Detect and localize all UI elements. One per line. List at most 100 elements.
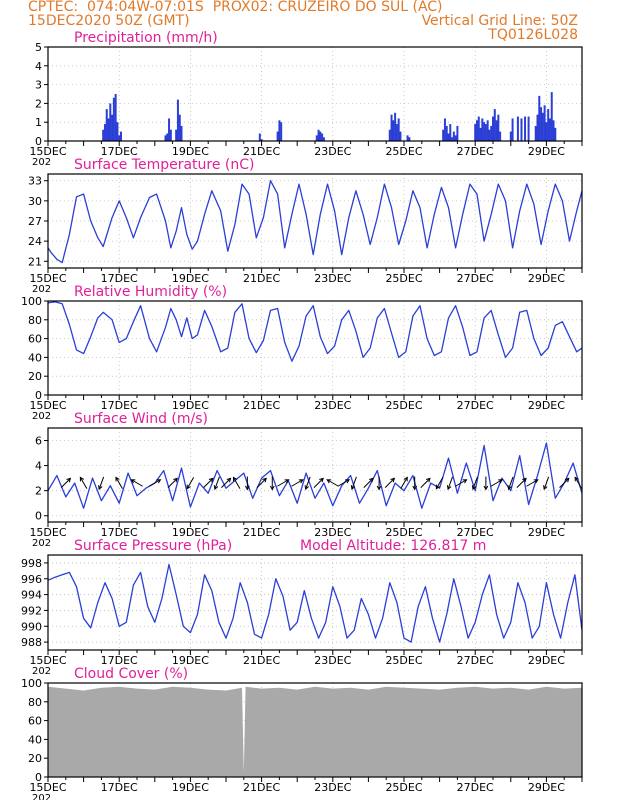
xtick-label-rh: 21DEC bbox=[243, 399, 280, 412]
wind-arrow-head bbox=[326, 479, 332, 484]
precip-bar bbox=[109, 103, 112, 141]
year-label: 202 bbox=[32, 157, 51, 168]
ytick-label-rh: 20 bbox=[28, 370, 42, 383]
wind-arrow-head bbox=[115, 476, 120, 482]
ytick-label-temp: 33 bbox=[28, 175, 42, 188]
precip-bar bbox=[116, 122, 119, 141]
wind-arrow-shaft bbox=[447, 476, 453, 490]
precip-bar bbox=[490, 125, 493, 141]
xtick-label-rh: 17DEC bbox=[101, 399, 138, 412]
precip-bar bbox=[408, 137, 411, 141]
ytick-label-wind: 2 bbox=[35, 485, 42, 498]
xtick-label-temp: 21DEC bbox=[243, 272, 280, 285]
wind-arrow bbox=[455, 479, 468, 487]
precip-bar bbox=[105, 109, 108, 141]
year-label: 202 bbox=[32, 666, 51, 677]
panel-title-rh: Relative Humidity (%) bbox=[74, 284, 227, 300]
ytick-label-rh: 0 bbox=[35, 389, 42, 402]
wind-arrow-shaft bbox=[131, 479, 143, 487]
xtick-label-cloud: 19DEC bbox=[172, 781, 209, 794]
wind-arrow-head bbox=[245, 485, 250, 491]
wind-arrow-shaft bbox=[508, 476, 514, 490]
wind-arrow bbox=[574, 476, 583, 489]
precip-bar bbox=[322, 137, 325, 141]
xtick-label-wind: 21DEC bbox=[243, 526, 280, 539]
wind-arrow-head bbox=[226, 477, 232, 483]
xtick-label-cloud: 27DEC bbox=[457, 781, 494, 794]
wind-arrow-shaft bbox=[256, 478, 267, 488]
wind-arrow-shaft bbox=[400, 477, 408, 489]
header-model-id: TQ0126L028 bbox=[488, 27, 578, 43]
plot-frame-pres bbox=[47, 554, 583, 651]
precip-bar bbox=[550, 92, 553, 141]
precip-bar bbox=[538, 95, 541, 141]
xtick-label-pres: 23DEC bbox=[314, 654, 351, 667]
precip-bar bbox=[541, 112, 544, 141]
panel-title-pres: Surface Pressure (hPa) bbox=[74, 538, 232, 554]
wind-arrow bbox=[337, 479, 351, 487]
xtick-label-cloud: 25DEC bbox=[385, 781, 422, 794]
precip-bar bbox=[456, 125, 459, 141]
precip-bar bbox=[547, 109, 550, 141]
wind-arrow bbox=[490, 479, 504, 487]
precip-bar bbox=[388, 129, 391, 141]
precip-bar bbox=[509, 131, 512, 141]
precip-bar bbox=[442, 129, 445, 141]
wind-arrow bbox=[412, 476, 418, 491]
wind-arrow-shaft bbox=[435, 477, 444, 489]
precip-bar bbox=[406, 135, 409, 141]
wind-arrow bbox=[98, 476, 105, 491]
xtick-label-temp: 19DEC bbox=[172, 272, 209, 285]
panel-pres: 988 990 992 994 996 998 15DEC 17DEC 19DEC 21DEC 23… bbox=[21, 538, 583, 677]
precip-bar bbox=[543, 105, 546, 141]
ytick-label-temp: 24 bbox=[28, 235, 42, 248]
wind-arrow bbox=[483, 476, 489, 491]
xtick-label-precip: 15DEC bbox=[29, 145, 66, 158]
precip-bar bbox=[390, 114, 393, 141]
wind-arrow bbox=[559, 477, 570, 488]
wind-arrow-head bbox=[319, 477, 324, 483]
wind-arrow-shaft bbox=[115, 477, 123, 489]
xtick-label-cloud: 15DEC bbox=[29, 781, 66, 794]
ytick-label-precip: 2 bbox=[35, 97, 42, 110]
wind-arrow bbox=[304, 476, 311, 491]
wind-arrow-head bbox=[435, 484, 441, 490]
wind-arrow bbox=[221, 477, 232, 488]
wind-arrow-shaft bbox=[232, 477, 241, 489]
ytick-label-pres: 994 bbox=[21, 589, 42, 602]
precip-bar bbox=[449, 124, 452, 141]
precip-bar bbox=[497, 114, 500, 141]
ytick-label-temp: 21 bbox=[28, 255, 42, 268]
wind-arrow bbox=[148, 479, 162, 487]
ytick-label-rh: 80 bbox=[28, 314, 42, 327]
xtick-label-wind: 17DEC bbox=[101, 526, 138, 539]
precip-bar bbox=[451, 137, 454, 141]
xtick-label-temp: 29DEC bbox=[528, 272, 565, 285]
wind-arrow bbox=[60, 477, 72, 488]
wind-arrow bbox=[269, 476, 275, 491]
xtick-label-temp: 23DEC bbox=[314, 272, 351, 285]
precip-bar bbox=[166, 133, 169, 141]
wind-arrow-shaft bbox=[313, 478, 324, 488]
xtick-label-temp: 25DEC bbox=[385, 272, 422, 285]
wind-arrow-head bbox=[498, 479, 504, 484]
xtick-label-wind: 23DEC bbox=[314, 526, 351, 539]
precip-bar bbox=[114, 94, 117, 141]
wind-arrow-shaft bbox=[363, 478, 374, 488]
wind-arrow-head bbox=[284, 479, 290, 484]
precip-bar bbox=[475, 120, 478, 141]
wind-arrow bbox=[130, 479, 143, 487]
precip-bar bbox=[452, 131, 455, 141]
xtick-label-cloud: 23DEC bbox=[314, 781, 351, 794]
wind-arrow-head bbox=[269, 485, 275, 491]
xtick-label-precip: 27DEC bbox=[457, 145, 494, 158]
wind-arrow-shaft bbox=[559, 478, 570, 488]
series-line-temp bbox=[47, 180, 583, 264]
xtick-label-precip: 25DEC bbox=[385, 145, 422, 158]
wind-arrow-shaft bbox=[221, 478, 231, 488]
wind-arrow-shaft bbox=[148, 479, 161, 487]
precip-bar bbox=[534, 125, 537, 141]
xtick-label-precip: 21DEC bbox=[243, 145, 280, 158]
header-line1: CPTEC: 074:04W-07:01S PROX02: CRUZEIRO D… bbox=[28, 0, 443, 15]
